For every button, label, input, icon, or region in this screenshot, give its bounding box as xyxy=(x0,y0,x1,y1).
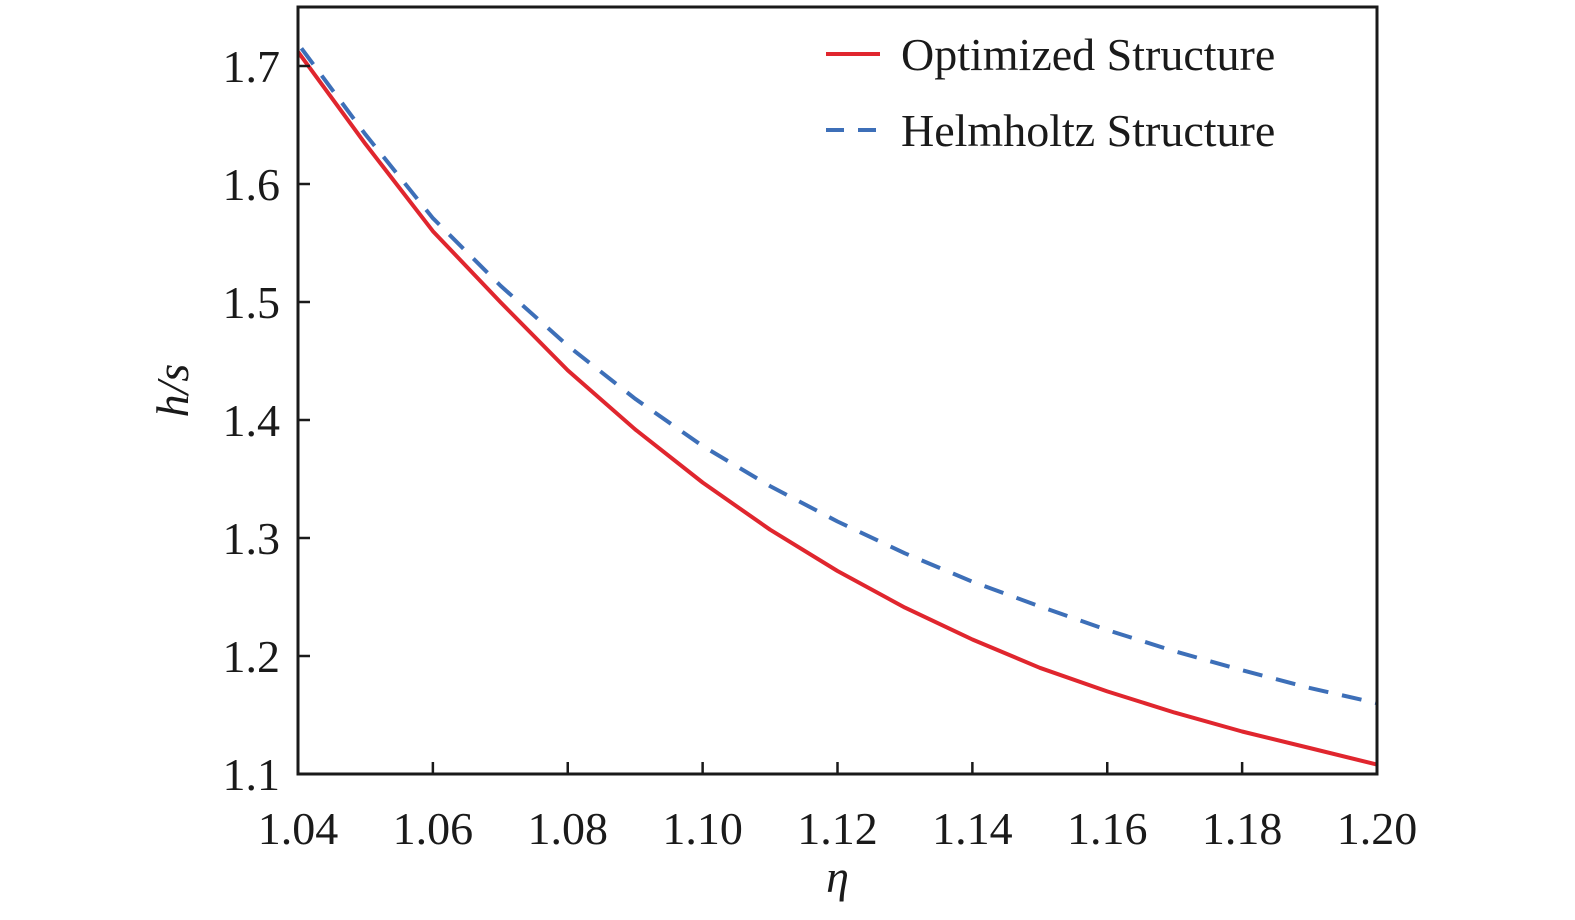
x-tick-label: 1.20 xyxy=(1337,803,1418,854)
y-axis-label: h/s xyxy=(147,364,198,418)
x-tick-label: 1.18 xyxy=(1202,803,1283,854)
x-tick-label: 1.08 xyxy=(528,803,609,854)
y-axis: 1.1 1.2 1.3 1.4 1.5 1.6 1.7 xyxy=(223,41,310,800)
x-axis: 1.04 1.06 1.08 1.10 1.12 1.14 1.16 1.18 1.20 xyxy=(258,762,1418,854)
series-line-2 xyxy=(299,47,1378,706)
y-tick-label: 1.4 xyxy=(223,395,281,446)
y-tick-label: 1.1 xyxy=(223,749,281,800)
y-tick-label: 1.5 xyxy=(223,277,281,328)
x-tick-label: 1.14 xyxy=(932,803,1013,854)
y-tick-label: 1.6 xyxy=(223,159,281,210)
legend-label-2: Helmholtz Structure xyxy=(901,105,1275,156)
y-tick-label: 1.3 xyxy=(223,513,281,564)
x-tick-label: 1.10 xyxy=(662,803,743,854)
y-tick-label: 1.7 xyxy=(223,41,281,92)
legend: Optimized Structure Helmholtz Structure xyxy=(826,29,1275,156)
x-tick-label: 1.16 xyxy=(1067,803,1148,854)
x-tick-label: 1.06 xyxy=(393,803,474,854)
y-tick-label: 1.2 xyxy=(223,631,281,682)
legend-label-1: Optimized Structure xyxy=(901,29,1275,80)
series-line-1 xyxy=(296,50,1378,767)
x-tick-label: 1.04 xyxy=(258,803,339,854)
x-axis-label: η xyxy=(826,851,849,902)
series-layer xyxy=(296,47,1378,767)
x-tick-label: 1.12 xyxy=(797,803,878,854)
